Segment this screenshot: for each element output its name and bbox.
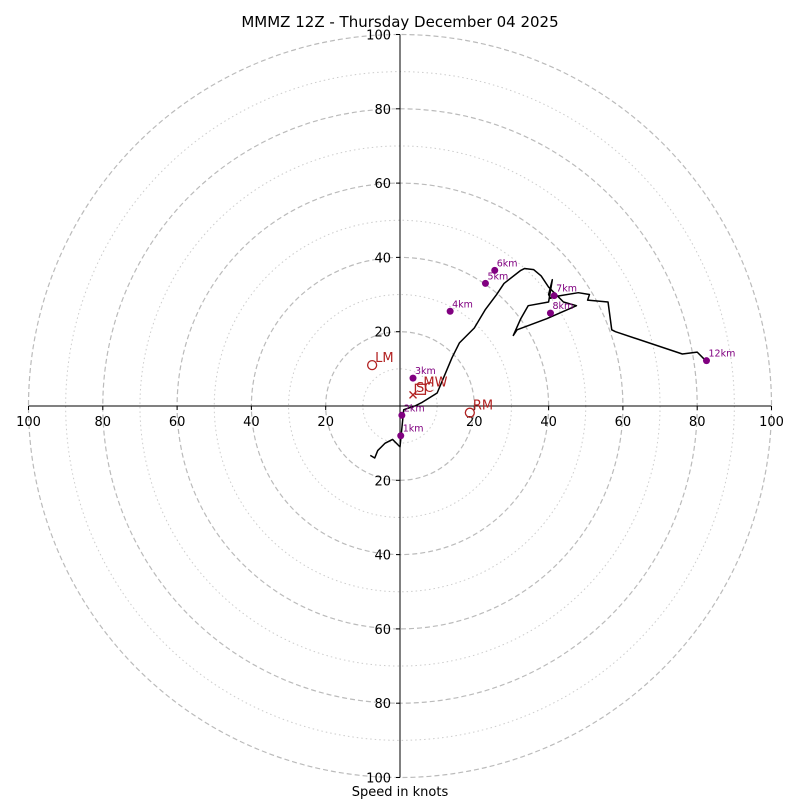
y-tick-label: 100 <box>366 29 391 44</box>
height-label-4km: 4km <box>452 299 473 310</box>
y-tick-label: 40 <box>374 251 391 266</box>
height-label-3km: 3km <box>415 366 436 377</box>
height-marker-3km <box>409 374 417 382</box>
height-marker-5km <box>481 279 489 287</box>
x-tick-label: 80 <box>95 415 112 430</box>
y-tick-label: 20 <box>374 474 391 489</box>
axes: 100 80 60 40 20 20 40 60 80 100 100 80 60 40 20 20 40 60 8… <box>16 29 784 787</box>
storm-motion-rm-marker <box>464 407 475 418</box>
storm-motion-mw-marker <box>414 383 427 395</box>
y-tick-label: 60 <box>374 177 391 192</box>
chart-title: MMMZ 12Z - Thursday December 04 2025 <box>241 13 558 31</box>
height-marker-6km <box>491 266 499 274</box>
y-tick-label: 40 <box>374 549 391 564</box>
height-marker-12km <box>702 357 710 365</box>
height-markers: 1km 2km 3km 4km 5km 6km 7km 8km 12km <box>397 258 735 440</box>
height-label-8km: 8km <box>552 301 573 312</box>
x-tick-label: 100 <box>759 415 784 430</box>
height-marker-2km <box>398 411 406 419</box>
x-axis-label: Speed in knots <box>352 785 449 800</box>
storm-motion-sc-label: SC <box>416 381 433 396</box>
height-label-6km: 6km <box>497 258 518 269</box>
storm-motion-rm-label: RM <box>473 399 493 414</box>
storm-motion-lm-label: LM <box>375 351 393 366</box>
x-tick-label: 60 <box>615 415 632 430</box>
x-tick-label: 60 <box>169 415 186 430</box>
storm-motion-sc-marker <box>409 390 417 399</box>
height-marker-1km <box>397 432 405 440</box>
y-tick-label: 60 <box>374 623 391 638</box>
hodograph-trace <box>369 267 706 459</box>
height-label-7km: 7km <box>556 284 577 295</box>
height-marker-8km <box>546 309 554 317</box>
x-tick-label: 40 <box>243 415 260 430</box>
height-label-1km: 1km <box>403 424 424 435</box>
height-marker-7km <box>550 292 558 300</box>
height-label-2km: 2km <box>404 403 425 414</box>
height-label-12km: 12km <box>708 349 735 360</box>
y-tick-label: 20 <box>374 326 391 341</box>
x-tick-label: 40 <box>540 415 557 430</box>
y-tick-label: 100 <box>366 772 391 787</box>
x-tick-label: 20 <box>466 415 483 430</box>
storm-motion-lm-marker <box>366 359 378 371</box>
height-marker-4km <box>446 307 454 315</box>
storm-motion-mw-label: MW <box>423 375 447 390</box>
x-tick-label: 20 <box>317 415 334 430</box>
height-label-5km: 5km <box>487 271 508 282</box>
x-tick-label: 100 <box>16 415 41 430</box>
y-tick-label: 80 <box>374 103 391 118</box>
y-tick-label: 80 <box>374 697 391 712</box>
x-tick-label: 80 <box>689 415 706 430</box>
hodograph-line <box>369 267 706 459</box>
